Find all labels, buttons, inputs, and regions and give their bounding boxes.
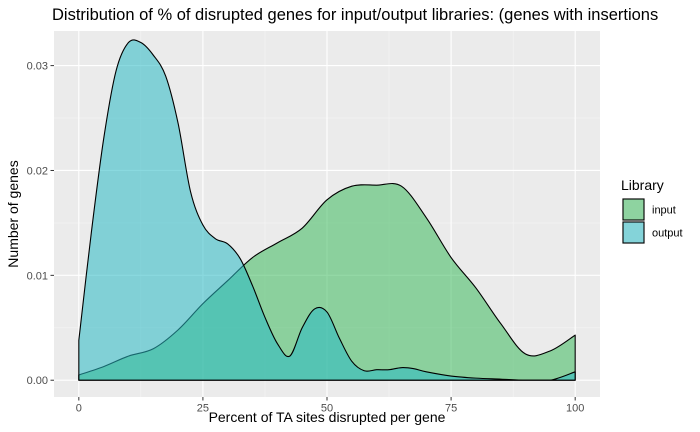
x-axis: 0 25 50 75 100 xyxy=(76,397,584,415)
legend-title: Library xyxy=(621,177,664,193)
y-tick-label: 0.02 xyxy=(27,165,48,177)
x-tick-label: 100 xyxy=(566,403,584,415)
x-tick-label: 25 xyxy=(197,403,209,415)
x-axis-title: Percent of TA sites disrupted per gene xyxy=(209,409,446,425)
legend-label-input: input xyxy=(652,205,676,217)
legend-label-output: output xyxy=(652,228,683,240)
legend: Library input output xyxy=(621,177,683,244)
y-tick-label: 0.01 xyxy=(27,270,48,282)
chart-title: Distribution of % of disrupted genes for… xyxy=(52,6,658,24)
legend-swatch-output xyxy=(622,221,645,244)
x-tick-label: 75 xyxy=(445,403,457,415)
y-axis: 0.00 0.01 0.02 0.03 xyxy=(27,61,54,387)
density-areas xyxy=(78,39,576,381)
y-axis-title: Number of genes xyxy=(5,160,21,267)
y-tick-label: 0.03 xyxy=(27,61,48,73)
x-tick-label: 50 xyxy=(321,403,333,415)
y-tick-label: 0.00 xyxy=(27,375,48,387)
density-area-output xyxy=(78,39,576,381)
x-tick-label: 0 xyxy=(76,403,82,415)
legend-swatch-input xyxy=(622,198,645,221)
